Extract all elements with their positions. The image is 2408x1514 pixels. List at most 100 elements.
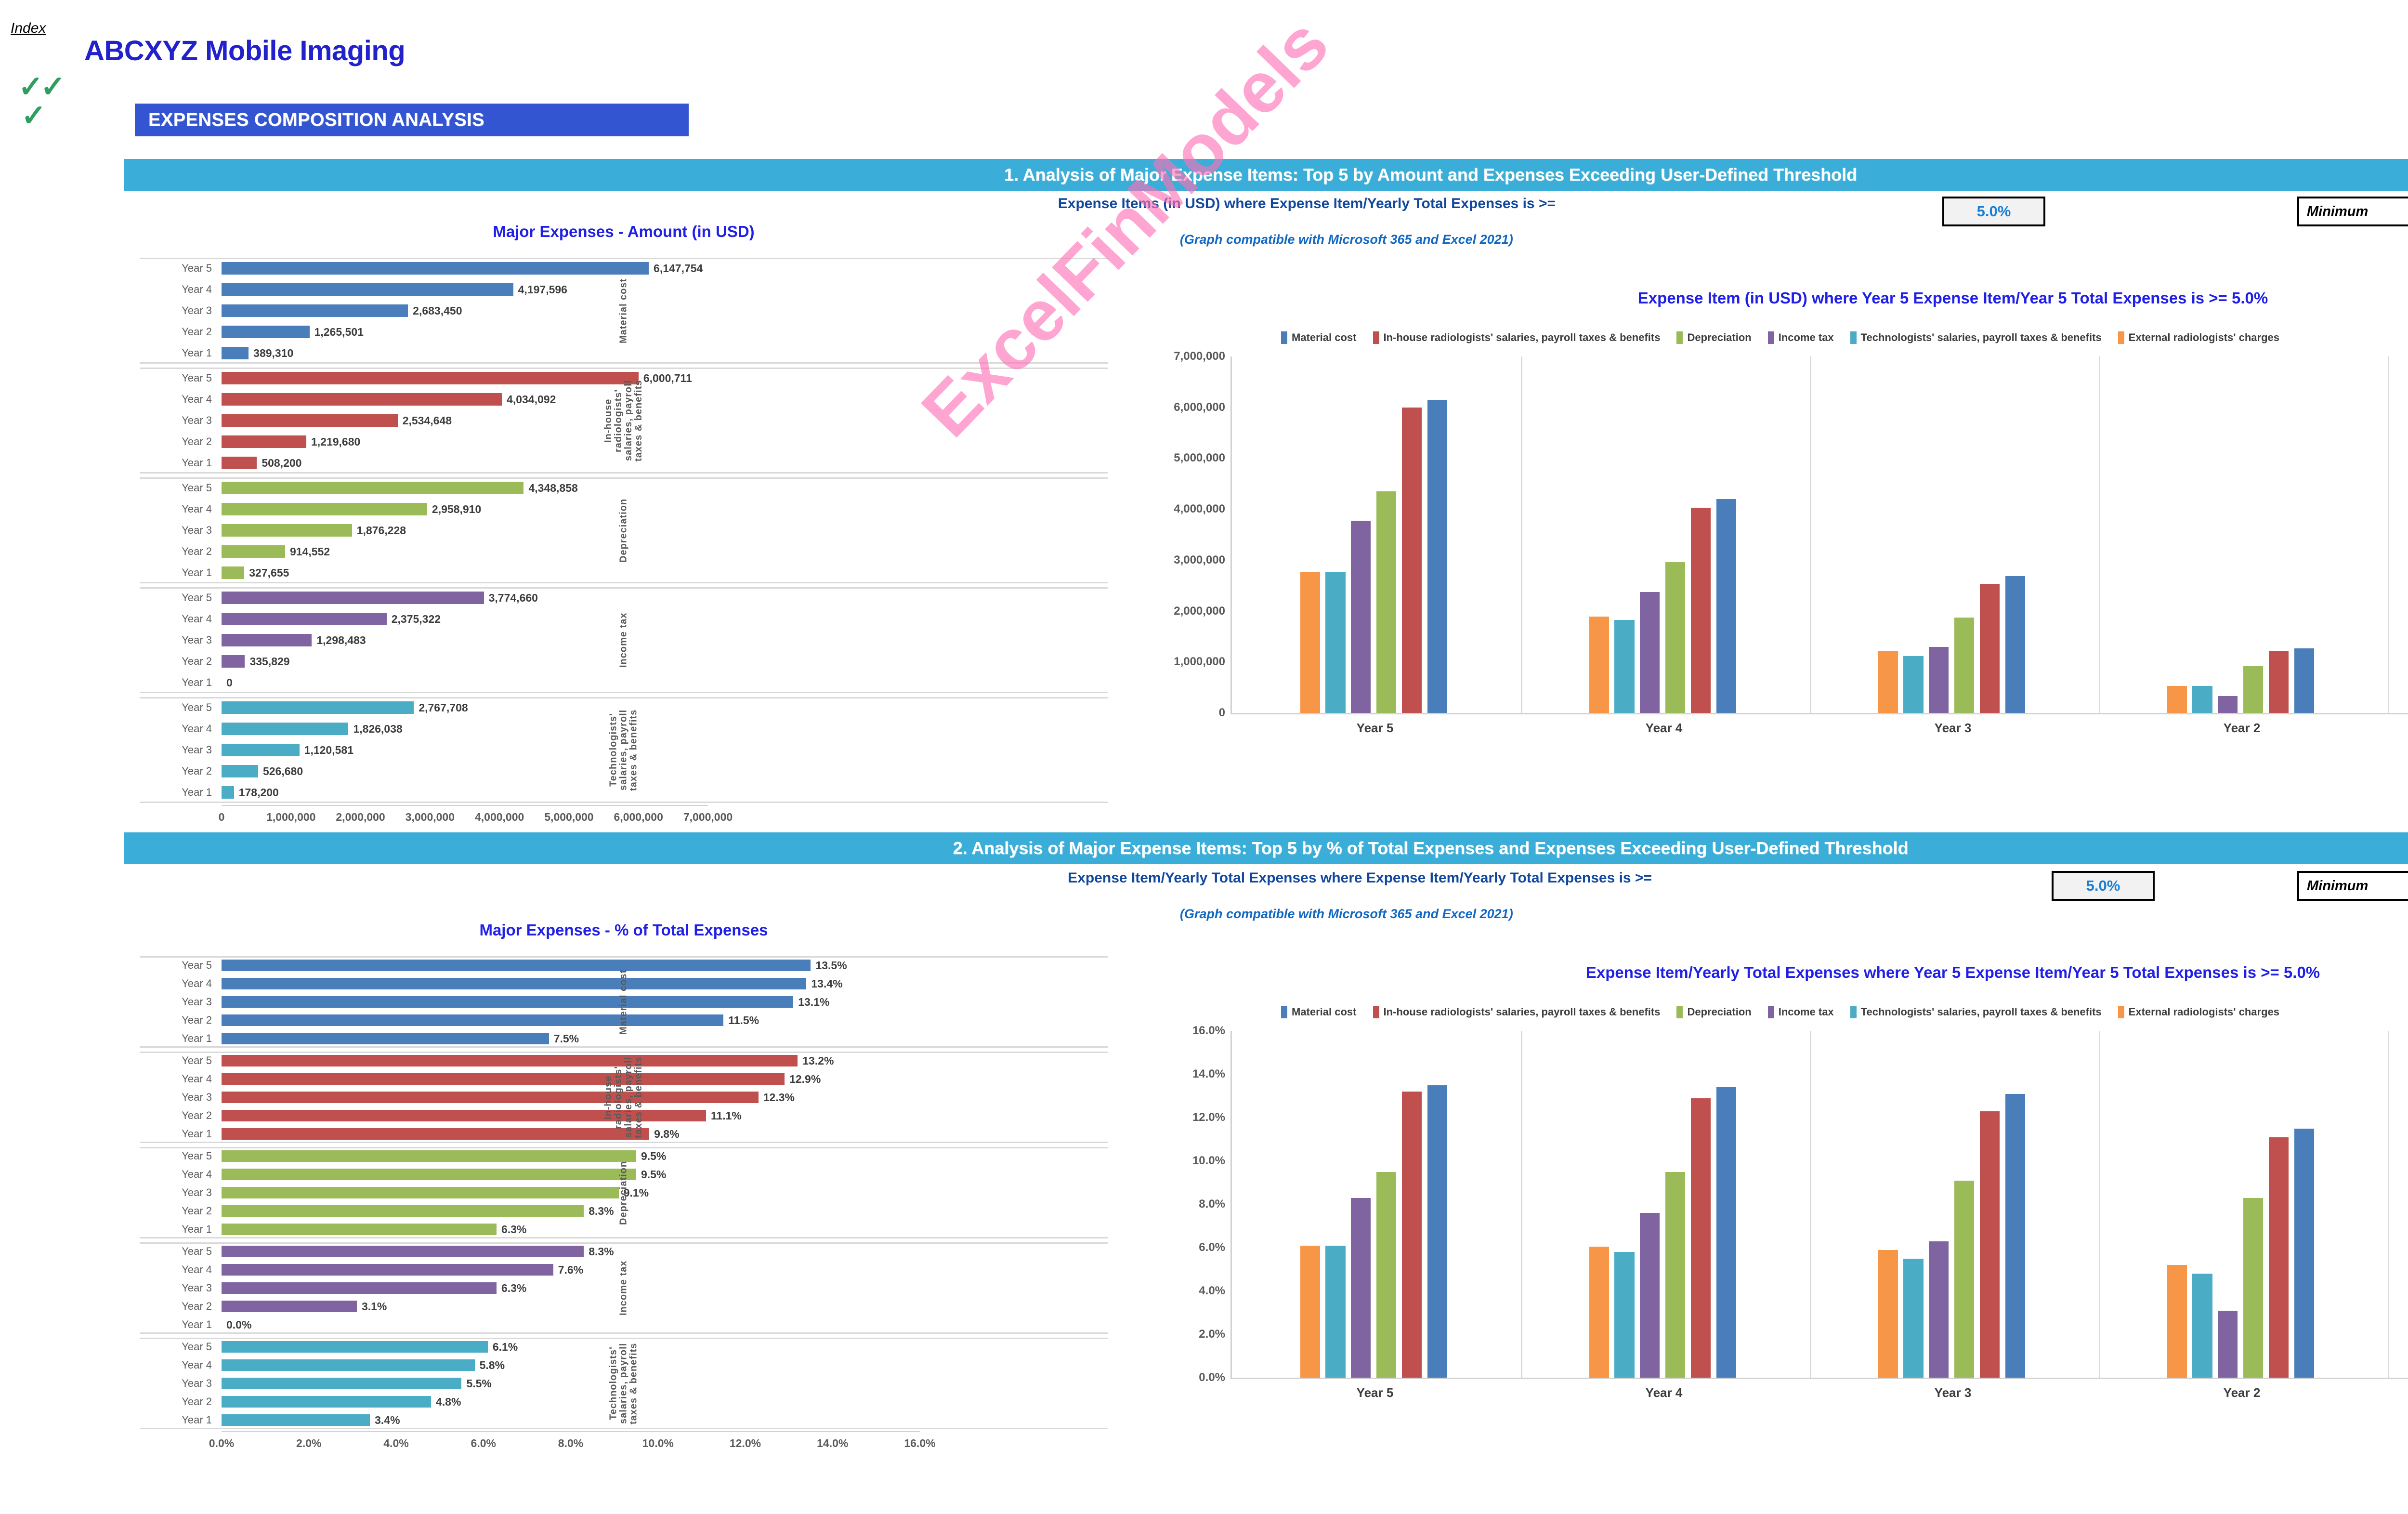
legend-label: Technologists' salaries, payroll taxes &…	[1860, 1006, 2102, 1018]
group-axis-label: Technologists' salaries, payroll taxes &…	[140, 1338, 1108, 1429]
index-link[interactable]: Index	[11, 20, 46, 36]
category-label: Year 4	[182, 977, 212, 989]
page-title: ABCXYZ Mobile Imaging	[84, 35, 406, 66]
section-2-minimum-box: Minimum 1.0%	[2297, 871, 2408, 901]
checkmark-row-1: ✓✓	[18, 70, 65, 104]
y-axis-tick: 4.0%	[1199, 1284, 1225, 1297]
legend-item: In-house radiologists' salaries, payroll…	[1373, 1006, 1660, 1018]
x-axis-tick: 4.0%	[383, 1437, 409, 1449]
bar	[1351, 520, 1371, 713]
x-axis-tick: 16.0%	[904, 1437, 936, 1449]
section-1-minimum-box: Minimum 1.0%	[2297, 197, 2408, 226]
legend-label: External radiologists' charges	[2128, 331, 2280, 343]
bar	[2005, 1093, 2025, 1378]
bar-value-label: 12.3%	[763, 1091, 795, 1104]
bar	[1640, 1213, 1660, 1378]
category-label: Year 5	[182, 1245, 212, 1257]
bar	[1401, 407, 1422, 713]
bar	[222, 524, 352, 537]
legend-item: In-house radiologists' salaries, payroll…	[1373, 331, 1660, 344]
bar	[1640, 592, 1660, 713]
legend-label: External radiologists' charges	[2128, 1006, 2280, 1018]
bar-value-label: 2,767,708	[419, 701, 468, 714]
bar-value-label: 11.1%	[710, 1109, 742, 1122]
category-label: Year 3	[182, 744, 212, 756]
bar-value-label: 6.3%	[501, 1281, 527, 1294]
bar	[222, 1055, 798, 1066]
bar	[222, 304, 408, 317]
legend-label: Income tax	[1778, 1006, 1834, 1018]
category-label: Year 5	[182, 1150, 212, 1162]
group-separator	[2388, 356, 2389, 713]
x-axis-tick: 4,000,000	[474, 811, 524, 823]
section-2-compat-note: (Graph compatible with Microsoft 365 and…	[1180, 907, 1513, 921]
bar	[222, 1205, 584, 1217]
legend-item: Income tax	[1767, 331, 1834, 344]
section-2-threshold-input[interactable]: 5.0%	[2052, 871, 2155, 901]
bar	[2268, 1137, 2289, 1378]
bar	[1954, 617, 1975, 713]
category-label: Year 1	[182, 1318, 212, 1330]
bar	[222, 1224, 497, 1235]
bar	[222, 592, 484, 604]
y-axis-tick: 3,000,000	[1174, 553, 1225, 566]
bar	[1690, 507, 1711, 713]
bar-value-label: 2,958,910	[432, 502, 482, 515]
group-axis-label: In-house radiologists' salaries, payroll…	[140, 1052, 1108, 1143]
bar-value-label: 13.4%	[811, 977, 843, 990]
legend-label: Depreciation	[1687, 1006, 1752, 1018]
bar	[1665, 1172, 1686, 1378]
group-separator	[2388, 1031, 2389, 1378]
bar	[1929, 1241, 1949, 1378]
chart-legend: Material cost In-house radiologists' sala…	[1281, 331, 2279, 344]
plot-area: 0.0% 2.0% 4.0% 6.0% 8.0% 10.0% 12.0% 14.0% 16.0%	[1192, 1024, 2408, 1384]
legend-item: Material cost	[1281, 1006, 1357, 1018]
bar-value-label: 1,265,501	[314, 325, 364, 338]
x-axis-tick: 12.0%	[729, 1437, 761, 1449]
legend-item: Income tax	[1767, 1006, 1834, 1018]
category-label: Year 1	[182, 1414, 212, 1426]
bar	[1716, 1087, 1736, 1378]
category-label: Year 3	[182, 996, 212, 1008]
x-axis-tick: 10.0%	[642, 1437, 674, 1449]
group-axis-label: Technologists' salaries, payroll taxes &…	[140, 697, 1108, 803]
bar	[1716, 499, 1736, 713]
x-axis-tick: 6,000,000	[614, 811, 663, 823]
bar-value-label: 6.1%	[492, 1340, 518, 1353]
bar	[222, 1169, 636, 1180]
bar	[1376, 491, 1397, 713]
bar	[222, 744, 300, 756]
section-1-compat-note: (Graph compatible with Microsoft 365 and…	[1180, 232, 1513, 247]
bar-value-label: 8.3%	[589, 1245, 614, 1258]
legend-swatch-icon	[2118, 331, 2124, 344]
legend-label: Income tax	[1778, 331, 1834, 343]
y-axis-tick: 2,000,000	[1174, 604, 1225, 618]
bar-value-label: 1,876,228	[356, 524, 406, 537]
category-label: Year 4	[1645, 1385, 1683, 1400]
bar	[222, 1414, 370, 1426]
bar	[222, 347, 249, 359]
bar	[222, 613, 387, 625]
bar	[222, 1396, 431, 1408]
bar	[222, 996, 794, 1008]
section-1-threshold-input[interactable]: 5.0%	[1942, 197, 2045, 226]
bar	[222, 701, 414, 714]
bar	[1589, 1246, 1609, 1378]
y-axis-tick: 4,000,000	[1174, 502, 1225, 516]
category-label: Year 5	[182, 701, 212, 713]
bar	[222, 1150, 636, 1162]
bar	[222, 1014, 724, 1026]
category-label: Year 2	[182, 545, 212, 557]
bar	[1979, 584, 2000, 713]
legend-swatch-icon	[1281, 331, 1287, 344]
category-label: Year 2	[182, 655, 212, 667]
category-label: Year 1	[182, 347, 212, 359]
category-label: Year 3	[1934, 721, 1972, 735]
category-label: Year 2	[182, 326, 212, 338]
bar	[1903, 656, 1924, 713]
bar	[2192, 1274, 2212, 1378]
category-label: Year 3	[182, 304, 212, 316]
legend-label: Technologists' salaries, payroll taxes &…	[1860, 331, 2102, 343]
category-label: Year 4	[1645, 721, 1683, 735]
category-label: Year 3	[182, 1186, 212, 1198]
